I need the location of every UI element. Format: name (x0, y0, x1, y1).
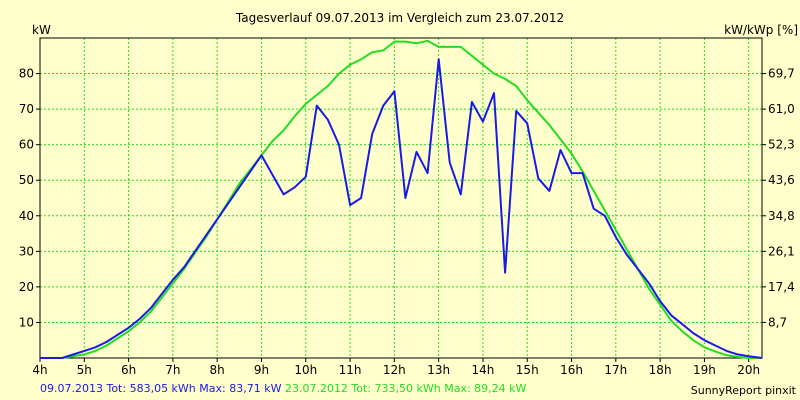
y-tick-label-right: 43,6 (768, 173, 795, 187)
x-tick-label: 7h (165, 363, 180, 377)
series-line-1 (40, 58, 763, 359)
x-tick-label: 5h (77, 363, 92, 377)
y-tick-label-right: 34,8 (768, 209, 795, 223)
x-tick-label: 19h (693, 363, 716, 377)
chart-title: Tagesverlauf 09.07.2013 im Vergleich zum… (235, 11, 564, 25)
y-axis-label-right: kW/kWp [%] (724, 23, 798, 37)
y-tick-label-left: 10 (19, 315, 34, 329)
y-tick-label-left: 80 (19, 67, 34, 81)
x-tick-label: 12h (383, 363, 406, 377)
series-lines (40, 39, 763, 359)
credit-text: SunnyReport pinxit (690, 384, 796, 397)
y-tick-label-right: 61,0 (768, 102, 795, 116)
x-tick-label: 20h (737, 363, 760, 377)
x-tick-label: 9h (254, 363, 269, 377)
x-tick-label: 18h (649, 363, 672, 377)
series-line-2 (40, 39, 762, 359)
legend-series-1-summary: 09.07.2013 Tot: 583,05 kWh Max: 83,71 kW (40, 382, 282, 395)
y-tick-label-right: 69,7 (768, 67, 795, 81)
x-tick-label: 14h (472, 363, 495, 377)
y-tick-label-right: 52,3 (768, 138, 795, 152)
plot-frame (39, 37, 763, 359)
chart-footer: 09.07.2013 Tot: 583,05 kWh Max: 83,71 kW… (40, 382, 526, 395)
y-tick-label-left: 30 (19, 244, 34, 258)
axis-ticks: 4h 5h 6h 7h 8h 9h 10h 11h 12h 13h 14h 15h 16h 17h 18h 1… (19, 67, 795, 377)
x-tick-label: 17h (604, 363, 627, 377)
y-tick-label-right: 8,7 (768, 315, 787, 329)
x-tick-label: 11h (339, 363, 362, 377)
x-tick-label: 15h (516, 363, 539, 377)
x-tick-label: 8h (210, 363, 225, 377)
y-tick-label-right: 26,1 (768, 244, 795, 258)
x-tick-label: 13h (427, 363, 450, 377)
y-axis-label-left: kW (32, 23, 51, 37)
x-tick-label: 4h (32, 363, 47, 377)
y-tick-label-right: 17,4 (768, 280, 795, 294)
legend-series-2-summary: 23.07.2012 Tot: 733,50 kWh Max: 89,24 kW (284, 382, 527, 395)
y-tick-label-left: 60 (19, 138, 34, 152)
x-tick-label: 10h (294, 363, 317, 377)
y-tick-label-left: 40 (19, 209, 34, 223)
y-tick-label-left: 50 (19, 173, 34, 187)
x-tick-label: 6h (121, 363, 136, 377)
x-tick-label: 16h (560, 363, 583, 377)
y-tick-label-left: 70 (19, 102, 34, 116)
y-tick-label-left: 20 (19, 280, 34, 294)
grid (40, 38, 762, 358)
